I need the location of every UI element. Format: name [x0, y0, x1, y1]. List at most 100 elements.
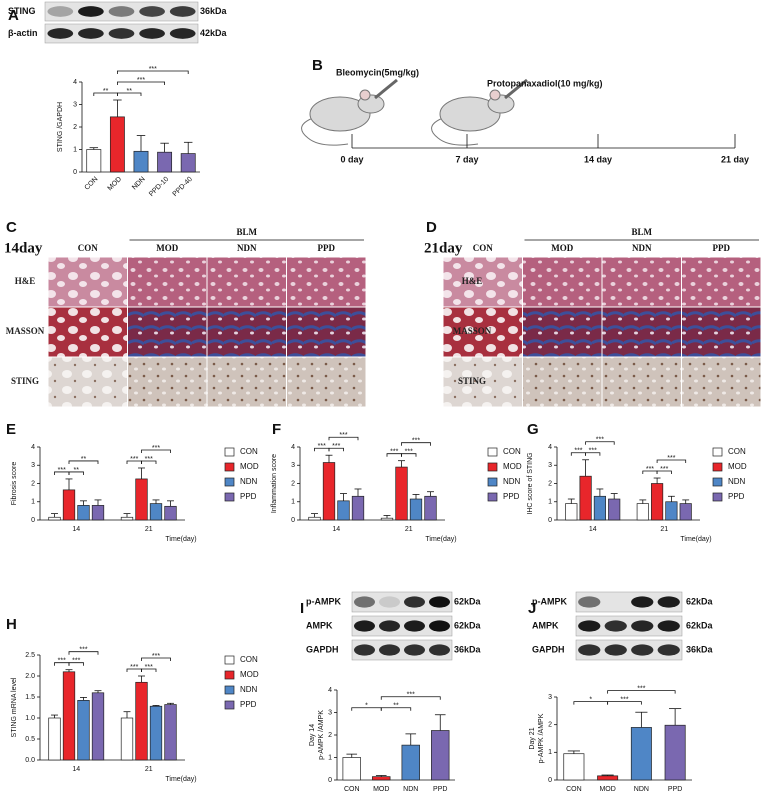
- error-bar: [567, 498, 575, 504]
- bar: [597, 775, 619, 781]
- legend-label: NDN: [503, 477, 521, 486]
- micrograph: [523, 357, 602, 407]
- blot-band: [354, 644, 375, 656]
- blot-band: [139, 28, 165, 39]
- micrograph: [682, 307, 761, 357]
- error-bar: [167, 500, 174, 507]
- bar: [77, 505, 90, 521]
- blot-band: [429, 644, 450, 656]
- legend-label: PPD: [240, 492, 257, 501]
- blot-target: β-actin: [8, 28, 38, 38]
- significance-bracket: [68, 662, 84, 666]
- blot-band: [604, 620, 627, 632]
- significance-label: *: [365, 703, 368, 710]
- significance-label: **: [74, 467, 80, 474]
- significance-label: **: [103, 88, 109, 95]
- blot-size: 36kDa: [200, 6, 228, 16]
- micrograph: [48, 307, 127, 357]
- y-tick-label: 2.0: [25, 673, 35, 680]
- bar: [630, 727, 652, 781]
- x-tick-label: CON: [344, 786, 360, 793]
- bar: [157, 151, 173, 173]
- blot-band: [379, 644, 400, 656]
- bar: [62, 489, 76, 521]
- error-bar: [89, 147, 99, 150]
- blot-band: [578, 644, 601, 656]
- blot-size: 42kDa: [200, 28, 228, 38]
- y-tick-label: 3: [548, 462, 552, 469]
- significance-bracket: [380, 707, 412, 711]
- column-label: MOD: [156, 243, 178, 253]
- x-axis-label: Time(day): [425, 536, 456, 543]
- micrograph: [207, 257, 286, 307]
- x-tick-label: CON: [84, 176, 100, 192]
- legend-label: MOD: [503, 462, 522, 471]
- x-tick-label: NDN: [634, 786, 649, 793]
- micrograph: [682, 357, 761, 407]
- error-bar: [610, 493, 618, 500]
- row-label: MASSON: [453, 326, 492, 336]
- row-label: H&E: [462, 276, 483, 286]
- x-tick-label: 14: [72, 526, 80, 533]
- error-bar: [123, 513, 131, 518]
- error-bar: [311, 513, 318, 518]
- grid-title: 14day: [4, 240, 43, 256]
- blot-band: [78, 6, 104, 17]
- x-axis-label: Time(day): [680, 536, 711, 543]
- bar: [342, 757, 361, 781]
- significance-bracket: [607, 701, 642, 705]
- error-bar: [434, 714, 446, 731]
- legend-label: NDN: [728, 477, 746, 486]
- panel-letter: H: [6, 616, 17, 633]
- y-tick-label: 2: [291, 480, 295, 487]
- legend-swatch: [224, 700, 235, 710]
- legend-swatch: [712, 462, 723, 472]
- significance-bracket: [607, 690, 676, 694]
- bar: [409, 498, 423, 521]
- error-bar: [669, 708, 682, 726]
- x-tick-label: NDN: [131, 176, 147, 192]
- significance-bracket: [380, 696, 441, 700]
- group-label: BLM: [236, 227, 257, 237]
- blot-strip: [575, 591, 683, 613]
- y-axis-label: Day 21: [529, 727, 536, 749]
- error-bar: [375, 775, 387, 777]
- bar: [48, 717, 61, 761]
- error-bar: [138, 467, 145, 479]
- y-tick-label: 1: [548, 499, 552, 506]
- x-tick-label: 14: [589, 526, 597, 533]
- panel-letter: C: [6, 219, 17, 236]
- blot-size: 62kDa: [686, 620, 714, 630]
- error-bar: [383, 515, 391, 519]
- micrograph: [48, 257, 127, 307]
- y-axis-label: Day 14: [309, 724, 316, 746]
- error-bar: [346, 753, 358, 758]
- x-tick-label: PPD-40: [172, 176, 194, 198]
- error-bar: [427, 491, 434, 497]
- significance-bracket: [141, 668, 157, 672]
- blot-band: [78, 28, 104, 39]
- error-bar: [639, 499, 647, 504]
- bar: [308, 516, 321, 521]
- y-tick-label: 3: [31, 462, 35, 469]
- significance-label: ***: [660, 466, 668, 473]
- significance-bracket: [68, 460, 99, 464]
- timeline-label: 21 day: [721, 154, 749, 164]
- x-tick-label: 21: [145, 526, 153, 533]
- column-label: NDN: [632, 243, 652, 253]
- blot-band: [657, 644, 680, 656]
- legend-label: MOD: [240, 670, 259, 679]
- significance-label: ***: [145, 664, 153, 671]
- significance-label: ***: [152, 445, 160, 452]
- bar: [77, 700, 90, 761]
- bar: [120, 516, 134, 521]
- error-bar: [596, 488, 604, 497]
- bar: [351, 495, 365, 521]
- error-bar: [94, 690, 102, 693]
- legend-swatch: [224, 685, 235, 695]
- mouse-body: [309, 96, 371, 132]
- blot-band: [657, 596, 680, 608]
- blot-strip: [351, 639, 453, 661]
- bar: [164, 505, 177, 521]
